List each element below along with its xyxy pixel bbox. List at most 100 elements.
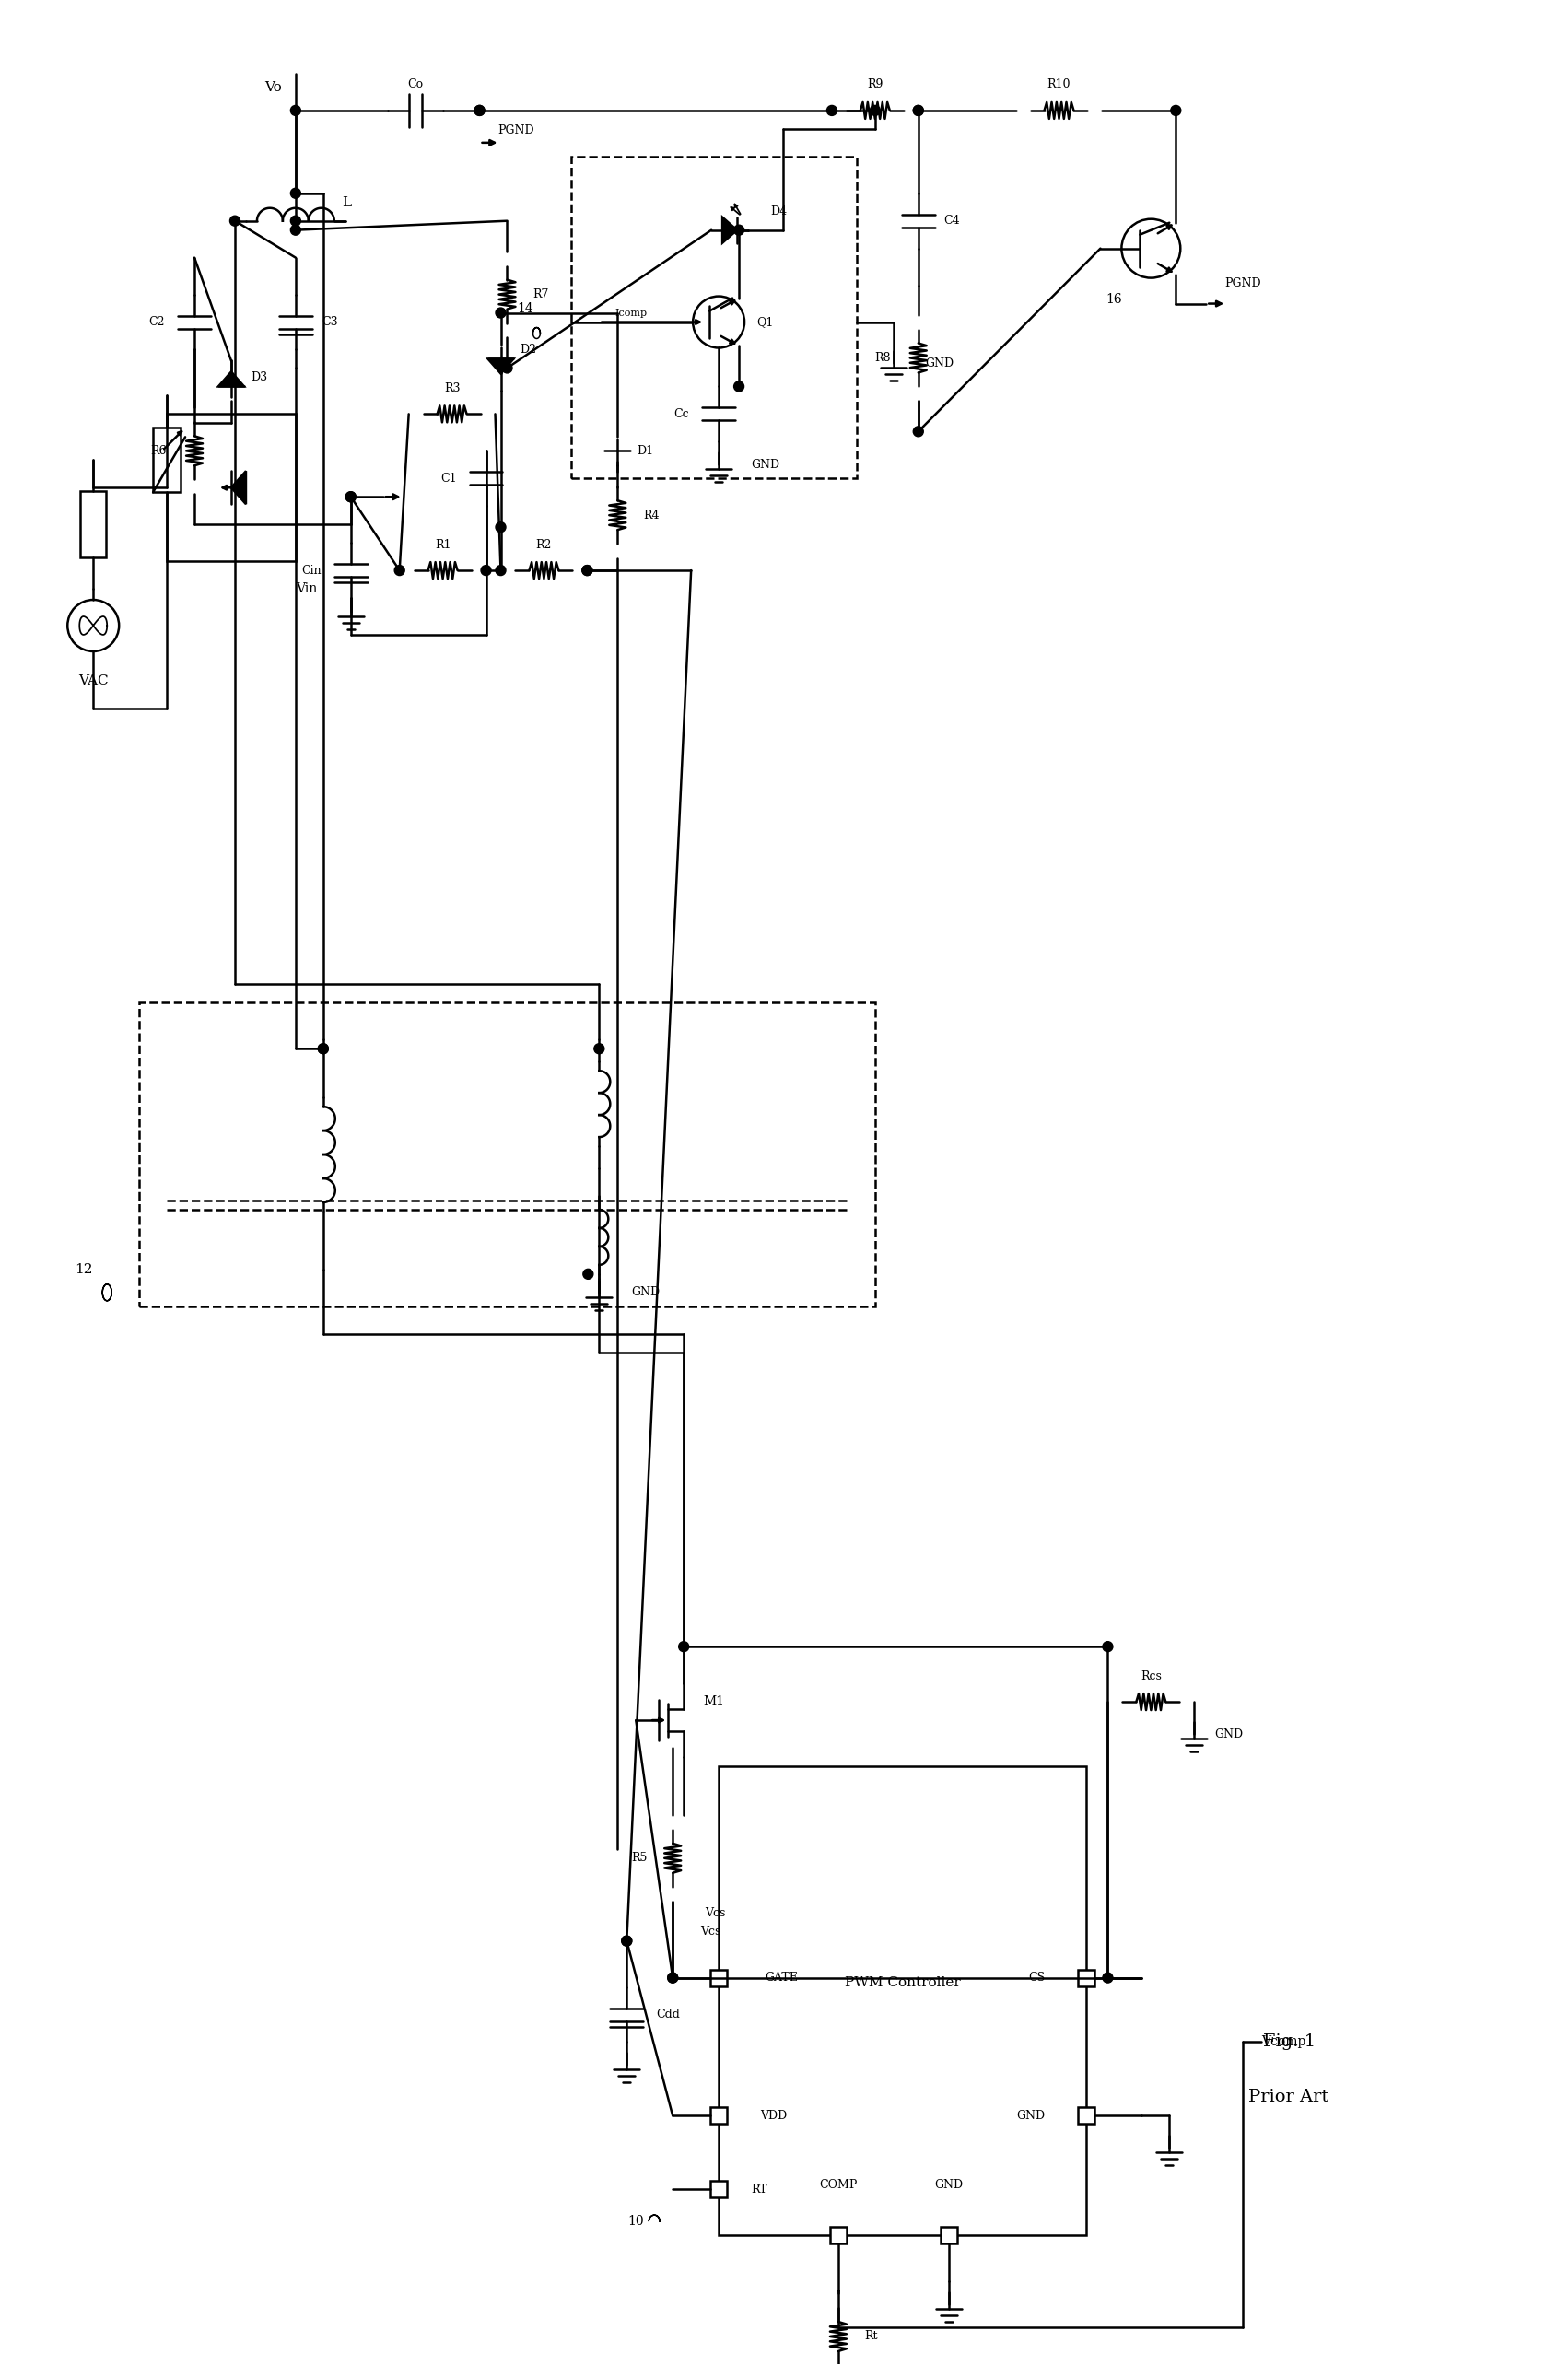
Text: GATE: GATE	[765, 1971, 798, 1983]
Circle shape	[594, 1043, 604, 1053]
Polygon shape	[230, 471, 246, 504]
Circle shape	[318, 1043, 328, 1053]
Text: R6: R6	[151, 445, 166, 457]
Text: RT: RT	[751, 2184, 767, 2196]
Bar	[718, 1765, 1087, 2236]
Circle shape	[495, 565, 506, 575]
Bar	[829, 2226, 847, 2243]
Bar	[140, 1003, 875, 1306]
Text: R1: R1	[434, 539, 452, 551]
Text: GND: GND	[1215, 1727, 1243, 1739]
Bar	[571, 156, 856, 478]
Text: D1: D1	[637, 445, 654, 457]
Polygon shape	[488, 360, 514, 374]
Circle shape	[495, 308, 506, 317]
Circle shape	[734, 381, 743, 390]
Circle shape	[345, 492, 356, 502]
Text: PGND: PGND	[499, 125, 535, 137]
Text: C4: C4	[944, 215, 960, 227]
Text: Co: Co	[408, 78, 423, 90]
Text: Cc: Cc	[674, 407, 690, 421]
Text: 12: 12	[75, 1263, 93, 1275]
Text: D2: D2	[521, 343, 536, 355]
Text: 10: 10	[627, 2215, 644, 2229]
Text: M1: M1	[704, 1696, 724, 1708]
Text: C3: C3	[321, 317, 337, 329]
Text: R3: R3	[444, 383, 459, 395]
Text: Vo: Vo	[265, 80, 282, 95]
Text: VDD: VDD	[760, 2110, 787, 2122]
Text: GND: GND	[751, 459, 779, 471]
Circle shape	[502, 362, 513, 374]
Circle shape	[913, 106, 924, 116]
Bar	[1079, 2108, 1094, 2125]
Bar	[166, 414, 296, 561]
Text: R5: R5	[630, 1853, 648, 1864]
Text: PGND: PGND	[1225, 277, 1261, 289]
Text: L: L	[342, 196, 351, 208]
Circle shape	[1102, 1973, 1113, 1983]
Circle shape	[290, 189, 301, 199]
Circle shape	[290, 106, 301, 116]
Circle shape	[913, 426, 924, 438]
Text: Icomp: Icomp	[615, 308, 648, 317]
Bar	[1079, 1969, 1094, 1985]
Text: Vcs: Vcs	[706, 1907, 726, 1919]
Text: 14: 14	[517, 303, 533, 315]
Text: R8: R8	[875, 353, 891, 364]
Circle shape	[582, 565, 593, 575]
Circle shape	[345, 492, 356, 502]
Bar	[80, 492, 107, 558]
Circle shape	[230, 215, 240, 225]
Circle shape	[495, 523, 506, 532]
Text: R2: R2	[536, 539, 552, 551]
Circle shape	[290, 225, 301, 234]
Text: R9: R9	[867, 78, 883, 90]
Text: C2: C2	[149, 317, 165, 329]
Circle shape	[913, 106, 924, 116]
Circle shape	[668, 1973, 677, 1983]
Circle shape	[290, 215, 301, 225]
Text: D4: D4	[770, 206, 787, 218]
Circle shape	[475, 106, 485, 116]
Circle shape	[481, 565, 491, 575]
Circle shape	[621, 1935, 632, 1945]
Bar	[710, 1969, 728, 1985]
Text: GND: GND	[935, 2179, 963, 2191]
Circle shape	[826, 106, 837, 116]
Circle shape	[679, 1642, 688, 1651]
Circle shape	[475, 106, 485, 116]
Bar	[710, 2181, 728, 2198]
Text: GND: GND	[925, 357, 955, 369]
Text: Vin: Vin	[296, 582, 317, 596]
Text: Vcs: Vcs	[701, 1926, 721, 1938]
Bar	[941, 2226, 956, 2243]
Bar	[154, 428, 180, 492]
Text: Vcomp: Vcomp	[1261, 2035, 1306, 2049]
Polygon shape	[723, 218, 737, 244]
Circle shape	[582, 565, 593, 575]
Text: Rt: Rt	[864, 2331, 878, 2342]
Circle shape	[1102, 1642, 1113, 1651]
Text: C1: C1	[441, 473, 456, 485]
Text: R4: R4	[643, 509, 660, 521]
Text: Q1: Q1	[756, 317, 773, 329]
Text: Rcs: Rcs	[1140, 1670, 1162, 1682]
Text: D3: D3	[251, 371, 267, 383]
Circle shape	[734, 225, 743, 234]
Text: R7: R7	[533, 289, 549, 300]
Text: Fig. 1: Fig. 1	[1262, 2035, 1316, 2051]
Polygon shape	[218, 371, 245, 386]
Circle shape	[395, 565, 405, 575]
Text: COMP: COMP	[818, 2179, 858, 2191]
Text: Cdd: Cdd	[655, 2009, 681, 2021]
Circle shape	[318, 1043, 328, 1053]
Text: PWM Controller: PWM Controller	[845, 1976, 961, 1990]
Polygon shape	[605, 452, 630, 466]
Text: R10: R10	[1047, 78, 1071, 90]
Text: 16: 16	[1105, 293, 1123, 305]
Text: CS: CS	[1029, 1971, 1046, 1983]
Circle shape	[870, 106, 880, 116]
Circle shape	[621, 1935, 632, 1945]
Text: VAC: VAC	[78, 674, 108, 686]
